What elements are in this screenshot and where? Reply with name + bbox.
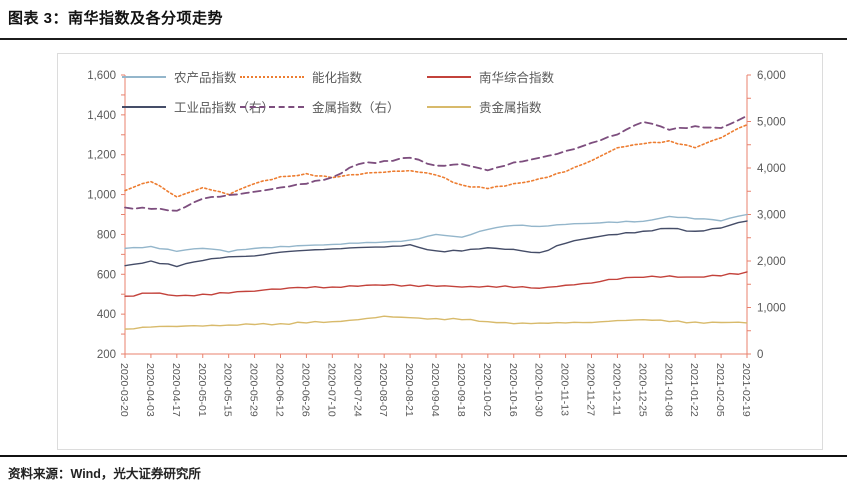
x-tick-label: 2020-09-04: [429, 363, 441, 417]
x-tick-label: 2020-11-27: [585, 363, 597, 416]
x-tick-label: 2020-05-29: [248, 363, 260, 417]
x-tick-label: 2021-02-19: [740, 363, 752, 417]
x-tick-label: 2020-08-07: [377, 363, 389, 417]
left-tick-label: 800: [97, 229, 116, 241]
x-tick-label: 2020-10-16: [507, 363, 519, 417]
legend-swatch-metals: [240, 105, 304, 108]
x-tick-label: 2020-04-03: [144, 363, 156, 417]
x-tick-label: 2020-05-01: [196, 363, 208, 417]
left-tick-label: 1,600: [87, 70, 116, 82]
right-axis-labels: 0 1,000 2,000 3,000 4,000 5,000 6,000: [757, 70, 786, 361]
legend-swatch-agriculture: [122, 75, 166, 78]
legend-label-industrial: 工业品指数（右）: [174, 101, 275, 115]
right-tick-label: 6,000: [757, 70, 786, 82]
chart-legend: 农产品指数 能化指数 南华综合指数工业品指数（右） 金属指数（右） 贵金属指数: [122, 67, 554, 116]
left-tick-label: 1,400: [87, 110, 116, 122]
left-tick-label: 1,200: [87, 150, 116, 162]
legend-label-agriculture: 农产品指数: [174, 71, 237, 85]
right-tick-label: 4,000: [757, 163, 786, 175]
x-tick-label: 2020-12-11: [610, 363, 622, 416]
x-tick-label: 2020-03-20: [118, 363, 130, 417]
x-tick-label: 2020-05-15: [222, 363, 234, 417]
right-tick-label: 1,000: [757, 303, 786, 315]
x-tick-label: 2021-01-22: [688, 363, 700, 417]
x-tick-label: 2020-06-12: [274, 363, 286, 417]
legend-item-energy-chemical: 能化指数: [240, 67, 427, 86]
x-tick-label: 2020-06-26: [299, 363, 311, 417]
series-line-industrial: [124, 220, 748, 268]
legend-label-metals: 金属指数（右）: [312, 101, 400, 115]
legend-item-composite: 南华综合指数: [427, 67, 554, 86]
series-line-composite: [124, 271, 748, 297]
legend-item-metals: 金属指数（右）: [240, 97, 427, 116]
legend-item-precious-metals: 贵金属指数: [427, 97, 554, 116]
right-tick-label: 2,000: [757, 256, 786, 268]
page-title: 图表 3：南华指数及各分项走势: [8, 10, 224, 27]
x-tick-label: 2020-07-24: [351, 363, 363, 417]
series-line-agriculture: [124, 213, 748, 253]
chart-svg: 200 400 600 800 1,000 1,200 1,400 1,600 0 1,000 2,…: [87, 70, 786, 417]
x-tick-label: 2021-01-08: [662, 363, 674, 417]
legend-swatch-energy-chemical: [240, 75, 304, 78]
axes: [121, 74, 751, 358]
footer-divider: [0, 455, 847, 457]
legend-label-energy-chemical: 能化指数: [312, 71, 363, 85]
left-tick-label: 400: [97, 309, 116, 321]
source-note: 资料来源：Wind，光大证券研究所: [8, 467, 201, 481]
legend-label-composite: 南华综合指数: [479, 71, 555, 85]
series-line-energy-chemical: [124, 124, 748, 198]
x-tick-label: 2020-07-10: [325, 363, 337, 417]
x-tick-label: 2021-02-05: [714, 363, 726, 417]
x-tick-label: 2020-12-25: [636, 363, 648, 417]
legend-swatch-precious-metals: [427, 105, 471, 108]
series-line-precious-metals: [124, 315, 748, 330]
title-divider: [0, 38, 847, 40]
right-tick-label: 3,000: [757, 210, 786, 222]
left-axis-labels: 200 400 600 800 1,000 1,200 1,400 1,600: [87, 70, 116, 361]
legend-swatch-composite: [427, 75, 471, 78]
x-tick-label: 2020-10-02: [481, 363, 493, 417]
x-tick-label: 2020-10-30: [533, 363, 545, 417]
right-tick-label: 0: [757, 349, 763, 361]
legend-label-precious-metals: 贵金属指数: [479, 101, 542, 115]
x-axis-labels: 2020-03-20 2020-04-03 2020-04-17 2020-05-01…: [118, 363, 752, 417]
legend-item-industrial: 工业品指数（右）: [122, 97, 274, 116]
x-tick-label: 2020-08-21: [403, 363, 415, 417]
x-tick-label: 2020-04-17: [170, 363, 182, 417]
x-tick-label: 2020-09-18: [455, 363, 467, 417]
chart-panel: 200 400 600 800 1,000 1,200 1,400 1,600 0 1,000 2,…: [57, 53, 823, 450]
legend-swatch-industrial: [122, 105, 166, 108]
left-tick-label: 1,000: [87, 190, 116, 202]
x-tick-label: 2020-11-13: [559, 363, 571, 416]
legend-item-agriculture: 农产品指数: [122, 67, 240, 86]
left-tick-label: 200: [97, 349, 116, 361]
right-tick-label: 5,000: [757, 117, 786, 129]
left-tick-label: 600: [97, 269, 116, 281]
series-line-metals: [124, 115, 748, 212]
